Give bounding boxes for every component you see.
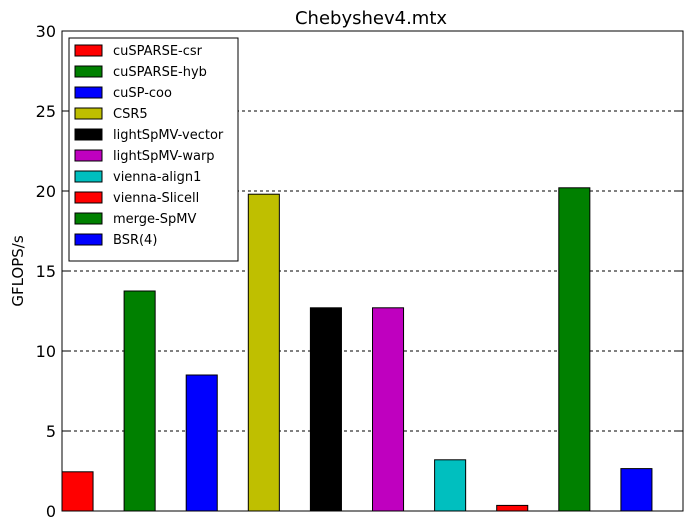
y-tick-label: 10: [36, 342, 56, 361]
bar-lightspmv-vector: [309, 307, 342, 512]
legend-swatch: [74, 233, 103, 246]
y-tick-label: 0: [46, 502, 56, 521]
bar-bsr-4: [620, 468, 653, 512]
legend-label: cuSPARSE-csr: [113, 44, 203, 59]
y-tick-label: 20: [36, 182, 56, 201]
legend-swatch: [74, 65, 103, 78]
bar-vienna-align1: [434, 459, 467, 512]
legend-label: BSR(4): [113, 233, 157, 248]
legend: cuSPARSE-csr cuSPARSE-hyb cuSP-coo CSR5 ligh…: [68, 37, 239, 262]
legend-label: CSR5: [113, 107, 148, 122]
bar-cusparse-csr: [61, 471, 94, 512]
bar-merge-spmv: [558, 187, 591, 512]
legend-swatch: [74, 86, 103, 99]
legend-label: cuSP-coo: [113, 86, 172, 101]
legend-swatch: [74, 191, 103, 204]
legend-label: cuSPARSE-hyb: [113, 65, 207, 80]
legend-swatch: [74, 44, 103, 57]
bar-lightspmv-warp: [372, 307, 405, 512]
legend-label: vienna-Slicell: [113, 191, 199, 206]
legend-swatch: [74, 170, 103, 183]
bar-cusp-coo: [185, 374, 218, 512]
bars: [61, 187, 653, 512]
y-axis-label: GFLOPS/s: [9, 235, 27, 307]
legend-swatch: [74, 107, 103, 120]
y-axis-ticks: 0 5 10 15 20 25 30: [36, 22, 683, 521]
bar-cusparse-hyb: [123, 290, 156, 512]
legend-label: merge-SpMV: [113, 212, 196, 227]
y-tick-label: 5: [46, 422, 56, 441]
legend-label: lightSpMV-warp: [113, 149, 215, 164]
y-tick-label: 30: [36, 22, 56, 41]
legend-swatch: [74, 149, 103, 162]
bar-vienna-slicell: [496, 504, 529, 512]
bar-csr5: [247, 193, 280, 512]
chart-title: Chebyshev4.mtx: [295, 8, 447, 29]
legend-label: vienna-align1: [113, 170, 201, 185]
legend-swatch: [74, 128, 103, 141]
legend-swatch: [74, 212, 103, 225]
legend-label: lightSpMV-vector: [113, 128, 224, 143]
y-tick-label: 25: [36, 102, 56, 121]
y-tick-label: 15: [36, 262, 56, 281]
